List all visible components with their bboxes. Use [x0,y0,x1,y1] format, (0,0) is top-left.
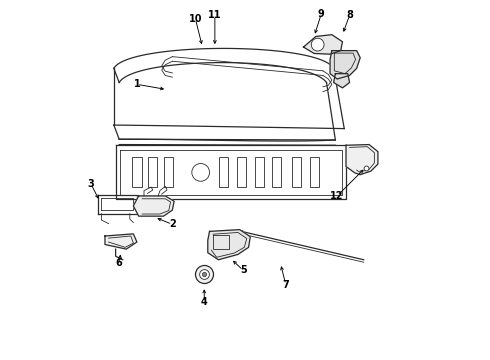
Bar [255,157,264,188]
Bar [132,157,142,188]
Text: 6: 6 [116,258,122,268]
Text: 12: 12 [330,191,344,201]
Polygon shape [133,196,174,216]
Polygon shape [303,35,343,54]
Text: 5: 5 [240,265,246,275]
Polygon shape [208,230,250,260]
Bar [310,157,318,188]
Polygon shape [346,145,378,175]
Bar [237,157,246,188]
Bar [272,157,281,188]
Bar [220,157,228,188]
Bar [292,157,301,188]
Polygon shape [334,74,349,88]
Polygon shape [105,234,137,249]
Bar [148,157,157,188]
Polygon shape [330,51,360,79]
Text: 10: 10 [189,14,202,24]
Text: 7: 7 [282,280,289,289]
Text: 9: 9 [318,9,324,19]
Text: 1: 1 [133,79,140,89]
Text: 4: 4 [201,297,208,307]
Text: 11: 11 [208,10,221,20]
Circle shape [192,163,210,181]
Text: 3: 3 [87,179,94,189]
Text: 8: 8 [346,10,353,20]
Circle shape [311,38,324,51]
Text: 2: 2 [169,219,176,229]
Bar [164,157,173,188]
